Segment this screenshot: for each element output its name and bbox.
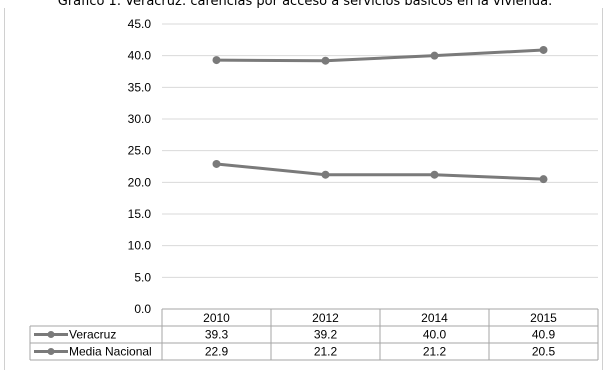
data-point [539, 175, 548, 184]
y-tick-label: 40.0 [128, 49, 152, 63]
series-line [216, 162, 544, 181]
data-point [212, 159, 221, 168]
chart-title: Gráfico 1. Veracruz: carencias por acces… [57, 0, 553, 9]
x-tick-label: 2015 [530, 311, 557, 325]
y-tick-label: 0.0 [134, 302, 151, 316]
x-tick-label: 2014 [421, 311, 448, 325]
y-tick-label: 35.0 [128, 80, 152, 94]
data-cell: 21.2 [423, 345, 447, 359]
y-tick-label: 25.0 [128, 144, 152, 158]
gridlines [162, 23, 598, 278]
data-table: 2010 2012 2014 2015 Veracruz 39.3 39.2 40.0 40.9… [29, 308, 599, 361]
chart-frame [4, 8, 603, 370]
data-cell: 39.2 [314, 328, 338, 342]
series-lines [212, 45, 548, 184]
x-tick-label: 2010 [203, 311, 230, 325]
data-point [321, 170, 330, 179]
data-point [430, 170, 439, 179]
y-tick-label: 5.0 [134, 270, 151, 284]
y-tick-label: 10.0 [128, 239, 152, 253]
data-cell: 40.0 [423, 328, 447, 342]
data-point [321, 56, 330, 65]
x-tick-label: 2012 [312, 311, 339, 325]
data-point [430, 51, 439, 60]
legend-key-marker [47, 348, 55, 355]
legend-label: Veracruz [69, 328, 116, 342]
y-tick-label: 45.0 [128, 17, 152, 31]
legend-key-marker [47, 331, 55, 338]
y-tick-label: 20.0 [128, 175, 152, 189]
data-cell: 40.9 [532, 328, 556, 342]
data-point [539, 45, 548, 54]
data-point [212, 56, 221, 65]
legend-label: Media Nacional [69, 345, 152, 359]
y-axis-tick-labels: 0.0 5.0 10.0 15.0 20.0 25.0 30.0 35.0 40.0 45.0 [128, 17, 152, 316]
data-cell: 39.3 [205, 328, 229, 342]
series-line [216, 48, 544, 63]
data-cell: 22.9 [205, 345, 229, 359]
y-tick-label: 30.0 [128, 112, 152, 126]
data-cell: 21.2 [314, 345, 338, 359]
data-cell: 20.5 [532, 345, 556, 359]
y-tick-label: 15.0 [128, 207, 152, 221]
